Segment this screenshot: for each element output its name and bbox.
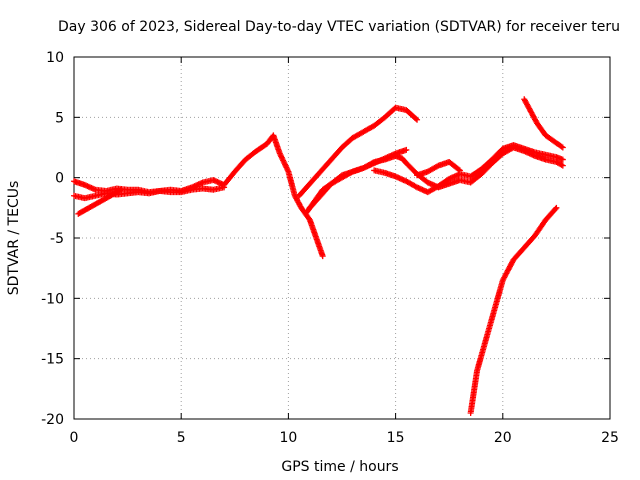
data-point [403,146,410,153]
data-point [559,144,566,151]
series-track-g [371,142,566,196]
series-track-i [521,96,566,151]
x-tick-label: 20 [494,430,512,446]
y-tick-label: -10 [41,291,64,307]
data-point [558,143,565,150]
series-track-j [467,204,560,416]
data-point [221,184,228,191]
data-points [71,96,566,416]
series-track-h [414,158,463,179]
x-tick-label: 5 [177,430,186,446]
y-tick-label: 5 [55,110,64,126]
series-track-d [296,104,421,199]
x-tick-label: 0 [70,430,79,446]
data-point [553,204,560,211]
data-point [455,166,462,173]
data-point [412,115,419,122]
x-tick-label: 10 [279,430,297,446]
x-tick-label: 15 [387,430,405,446]
series-track-c [75,186,125,217]
axis-ticks: 0 5 10 15 20 25 -20 -15 -10 -5 0 5 10 [41,50,619,446]
data-point [552,205,559,212]
y-tick-label: -5 [50,231,64,247]
data-point [414,116,421,123]
x-tick-label: 25 [601,430,619,446]
data-point [319,253,326,260]
data-point [116,187,123,194]
y-tick-label: -15 [41,352,64,368]
data-point [559,162,566,169]
x-axis-title: GPS time / hours [281,459,398,475]
data-point [558,161,565,168]
y-tick-label: 0 [55,171,64,187]
y-tick-label: 10 [46,50,64,66]
y-tick-label: -20 [41,412,64,428]
data-point [434,163,441,170]
data-point [118,186,125,193]
series-track-b [71,184,228,202]
data-point [456,167,463,174]
y-axis-title: SDTVAR / TECUs [6,181,22,296]
series-track-f [306,146,410,211]
data-point [559,156,566,163]
chart-title: Day 306 of 2023, Sidereal Day-to-day VTE… [58,19,620,35]
